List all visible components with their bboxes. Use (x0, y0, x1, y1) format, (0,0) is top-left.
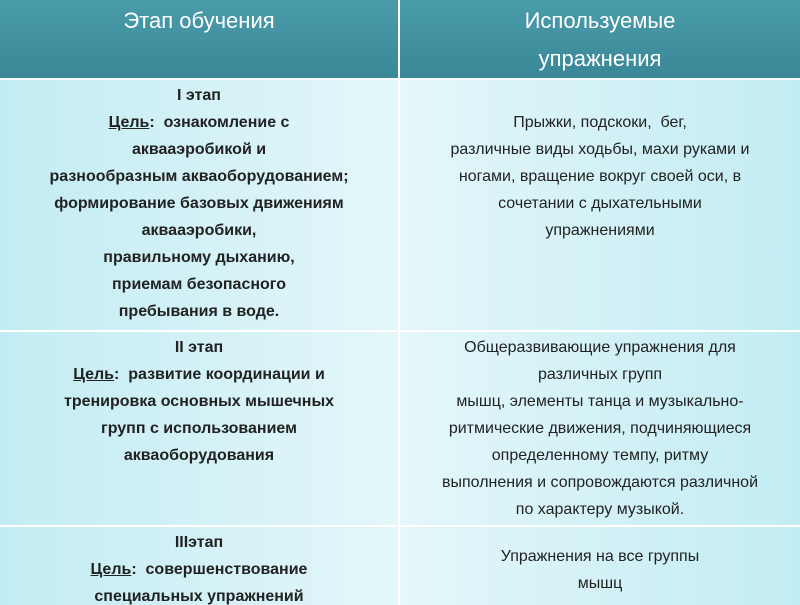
goal-line: Цель: развитие координации и (0, 361, 398, 388)
header-cell: Этап обучения (0, 0, 398, 80)
exercises-cell: Прыжки, подскоки, бег, различные виды ход… (400, 80, 800, 330)
goal-line: правильному дыханию, (0, 244, 398, 271)
exercise-line: ритмические движения, подчиняющиеся (448, 420, 752, 437)
goal-text: разнообразным акваоборудованием; (49, 168, 349, 185)
exercise-line: мышц, элементы танца и музыкально- (456, 393, 744, 410)
exercise-line: Упражнения на все группы (500, 548, 700, 565)
header-text: Этап обучения (123, 8, 275, 33)
goal-line: групп с использованием (0, 415, 398, 442)
exercise-line: различные виды ходьбы, махи руками и (450, 141, 750, 158)
goal-line: акваоборудования (0, 442, 398, 469)
goal-text: : развитие координации и (113, 366, 325, 383)
goal-text: специальных упражнений (94, 588, 304, 605)
stage-cell: II этап Цель: развитие координации и трени… (0, 332, 400, 525)
goal-line: пребывания в воде. (0, 298, 398, 325)
goal-line: Цель: ознакомление с (0, 109, 398, 136)
stage-cell: IIIэтап Цель: совершенствование специальны… (0, 527, 400, 605)
exercise-line: по характеру музыкой. (515, 501, 685, 518)
exercise-line: сочетании с дыхательными (498, 195, 702, 212)
exercise-line: Прыжки, подскоки, бег, (513, 114, 687, 131)
stage-title: II этап (174, 339, 224, 356)
exercise-line: выполнения и сопровождаются различной (441, 474, 759, 491)
header-cell: Используемые упражнения (400, 0, 800, 80)
stage-title: IIIэтап (174, 534, 224, 551)
goal-line: тренировка основных мышечных (0, 388, 398, 415)
goal-text: : ознакомление с (149, 114, 290, 131)
header-text: Используемые (524, 8, 676, 33)
goal-label: Цель (90, 561, 132, 578)
goal-line: формирование базовых движениям (0, 190, 398, 217)
goal-text: пребывания в воде. (118, 303, 280, 320)
goal-label: Цель (73, 366, 114, 383)
stage-title: I этап (177, 87, 221, 104)
goal-text: формирование базовых движениям (54, 195, 344, 212)
goal-label: Цель (108, 114, 150, 131)
table-row: I этап Цель: ознакомление с аквааэробикой … (0, 78, 800, 330)
goal-text: аквааэробики, (141, 222, 257, 239)
exercise-line: определенному темпу, ритму (491, 447, 709, 464)
table-row: II этап Цель: развитие координации и трени… (0, 330, 800, 525)
exercise-line: упражнениями (545, 222, 655, 239)
goal-text: групп с использованием (101, 420, 297, 437)
goal-text: приемам безопасного (112, 276, 286, 293)
goal-text: правильному дыханию, (103, 249, 295, 266)
exercises-cell: Общеразвивающие упражнения для различных … (400, 332, 800, 525)
header-text: упражнения (538, 46, 662, 71)
goal-text: тренировка основных мышечных (64, 393, 334, 410)
goal-line: аквааэробикой и (0, 136, 398, 163)
goal-line: Цель: совершенствование (0, 556, 398, 583)
exercise-line: мышц (577, 575, 623, 592)
goal-line: специальных упражнений (0, 583, 398, 605)
exercise-line: различных групп (537, 366, 663, 383)
stage-cell: I этап Цель: ознакомление с аквааэробикой … (0, 80, 400, 330)
exercises-cell: Упражнения на все группы мышц (400, 527, 800, 605)
exercise-line: Общеразвивающие упражнения для (464, 339, 736, 356)
goal-line: аквааэробики, (0, 217, 398, 244)
goal-text: : совершенствование (131, 561, 308, 578)
goal-line: приемам безопасного (0, 271, 398, 298)
goal-text: акваоборудования (123, 447, 275, 464)
goal-text: аквааэробикой и (131, 141, 267, 158)
exercise-line: ногами, вращение вокруг своей оси, в (458, 168, 742, 185)
table-row: IIIэтап Цель: совершенствование специальны… (0, 525, 800, 605)
goal-line: разнообразным акваоборудованием; (0, 163, 398, 190)
